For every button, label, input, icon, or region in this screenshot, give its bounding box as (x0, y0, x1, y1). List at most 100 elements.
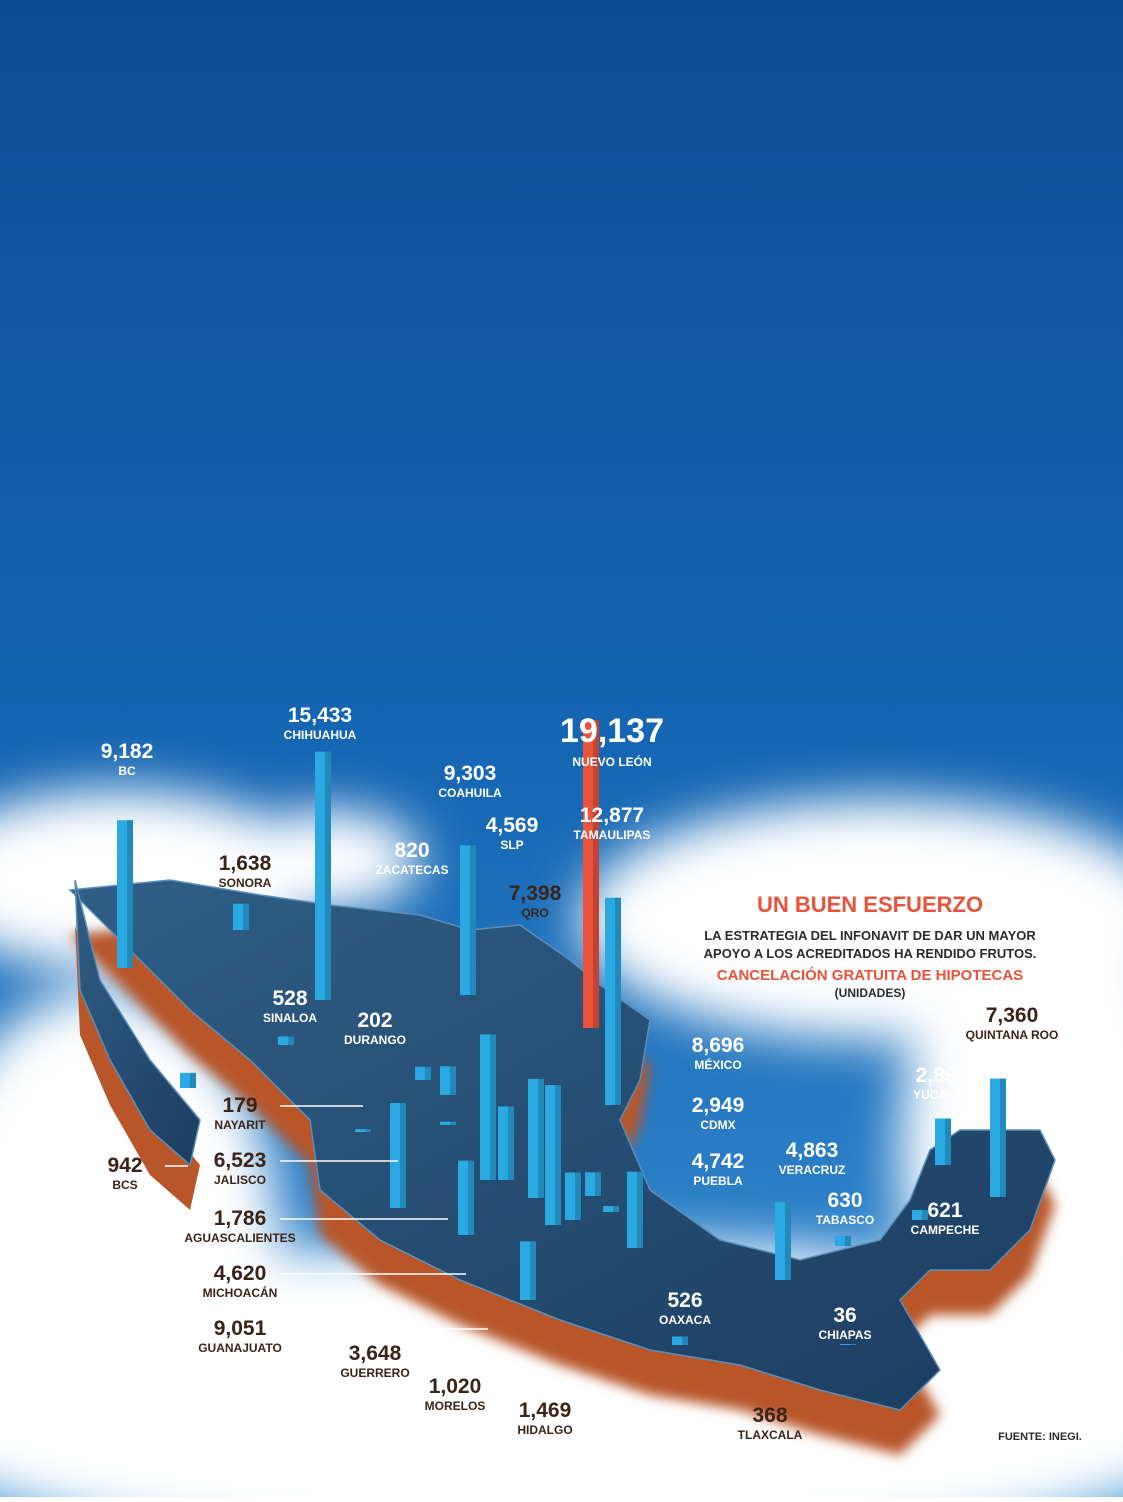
bar (603, 1206, 619, 1212)
bar-shade (425, 1066, 431, 1080)
category-label: JALISCO (214, 1173, 266, 1187)
value-label: 9,303 (444, 762, 497, 785)
bar-shade (490, 1034, 496, 1180)
category-label: SLP (500, 838, 523, 852)
unit-label: (UNIDADES) (835, 986, 906, 1000)
bar (278, 1036, 294, 1045)
bar-shade (127, 820, 133, 968)
bar (528, 1078, 544, 1198)
value-label: 4,863 (786, 1139, 839, 1162)
bar (912, 1210, 928, 1220)
value-label: 2,890 (916, 1064, 969, 1087)
bar-shade (468, 1160, 474, 1235)
category-label: HIDALGO (517, 1423, 572, 1437)
bar-shade (190, 1072, 196, 1088)
bar (460, 845, 476, 995)
bar (672, 1336, 688, 1345)
category-label: TABASCO (816, 1213, 874, 1227)
category-label: AGUASCALIENTES (184, 1231, 295, 1245)
value-label: 202 (357, 1009, 392, 1032)
bar (315, 751, 331, 1000)
value-label: 7,398 (509, 882, 562, 905)
bar-shade (682, 1336, 688, 1345)
bar (583, 720, 599, 1028)
map (68, 879, 1056, 1455)
category-label: SINALOA (263, 1011, 317, 1025)
value-label: 528 (272, 987, 307, 1010)
category-label: VERACRUZ (779, 1163, 846, 1177)
value-label: 4,569 (486, 814, 539, 837)
value-label: 526 (667, 1289, 702, 1312)
source: FUENTE: INEGI. (998, 1431, 1082, 1443)
measure-label: CANCELACIÓN GRATUITA DE HIPOTECAS (717, 966, 1023, 984)
bar-shade (530, 1241, 536, 1300)
category-label: PUEBLA (693, 1174, 743, 1188)
bar (180, 1072, 196, 1088)
value-label: 179 (222, 1094, 257, 1117)
title: UN BUEN ESFUERZO (757, 892, 983, 917)
value-label: 36 (833, 1304, 856, 1327)
value-label: 1,638 (219, 852, 272, 875)
bar-shade (470, 845, 476, 995)
bar (117, 820, 133, 968)
value-label: 2,949 (692, 1094, 745, 1117)
category-label: OAXACA (659, 1313, 711, 1327)
bar-shade (922, 1210, 928, 1220)
bar (520, 1241, 536, 1300)
value-label: 1,469 (519, 1399, 572, 1422)
value-label: 621 (927, 1199, 962, 1222)
bar-shade (593, 720, 599, 1028)
category-label: NAYARIT (214, 1118, 266, 1132)
bar-shade (615, 897, 621, 1105)
value-label: 6,523 (214, 1149, 267, 1172)
bar-shade (243, 903, 249, 930)
subtitle: LA ESTRATEGIA DEL INFONAVIT DE DAR UN MA… (704, 928, 1036, 943)
category-label: CDMX (700, 1118, 735, 1132)
bar (440, 1121, 456, 1125)
bar (233, 903, 249, 930)
category-label: COAHUILA (438, 786, 502, 800)
bar (498, 1106, 514, 1180)
bar-shade (508, 1106, 514, 1180)
bar (415, 1066, 431, 1080)
bar-shade (575, 1172, 581, 1220)
bar (835, 1235, 851, 1246)
bar (390, 1103, 406, 1208)
bar (605, 897, 621, 1105)
value-label: 942 (107, 1154, 142, 1177)
bar-shade (845, 1235, 851, 1246)
bar-shade (785, 1201, 791, 1280)
value-label: 8,696 (692, 1034, 745, 1057)
bar (990, 1078, 1006, 1197)
category-label: TLAXCALA (738, 1428, 803, 1442)
value-label: 3,648 (349, 1342, 402, 1365)
bar-shade (450, 1066, 456, 1095)
bar (935, 1118, 951, 1165)
category-label: YUCATÁN (913, 1087, 971, 1102)
value-label: 368 (752, 1404, 787, 1427)
bar-shade (365, 1129, 371, 1132)
value-label: 7,360 (986, 1004, 1039, 1027)
bar-shade (637, 1171, 643, 1248)
bar-shade (575, 1173, 581, 1190)
bar (480, 1034, 496, 1180)
value-label: 4,742 (692, 1150, 745, 1173)
bar (545, 1085, 561, 1225)
category-label: CHIHUAHUA (284, 728, 357, 742)
bar (458, 1160, 474, 1235)
category-label: MORELOS (425, 1399, 486, 1413)
bar-shade (400, 1103, 406, 1208)
category-label: NUEVO LEÓN (572, 754, 651, 769)
bar (565, 1173, 581, 1190)
category-label: GUANAJUATO (198, 1341, 282, 1355)
value-label: 820 (394, 839, 429, 862)
bar-shade (1000, 1078, 1006, 1197)
category-label: BCS (112, 1178, 137, 1192)
bar-shade (450, 1121, 456, 1125)
value-label: 630 (827, 1189, 862, 1212)
value-label: 19,137 (560, 712, 664, 750)
value-label: 9,182 (101, 740, 154, 763)
bar (440, 1066, 456, 1095)
